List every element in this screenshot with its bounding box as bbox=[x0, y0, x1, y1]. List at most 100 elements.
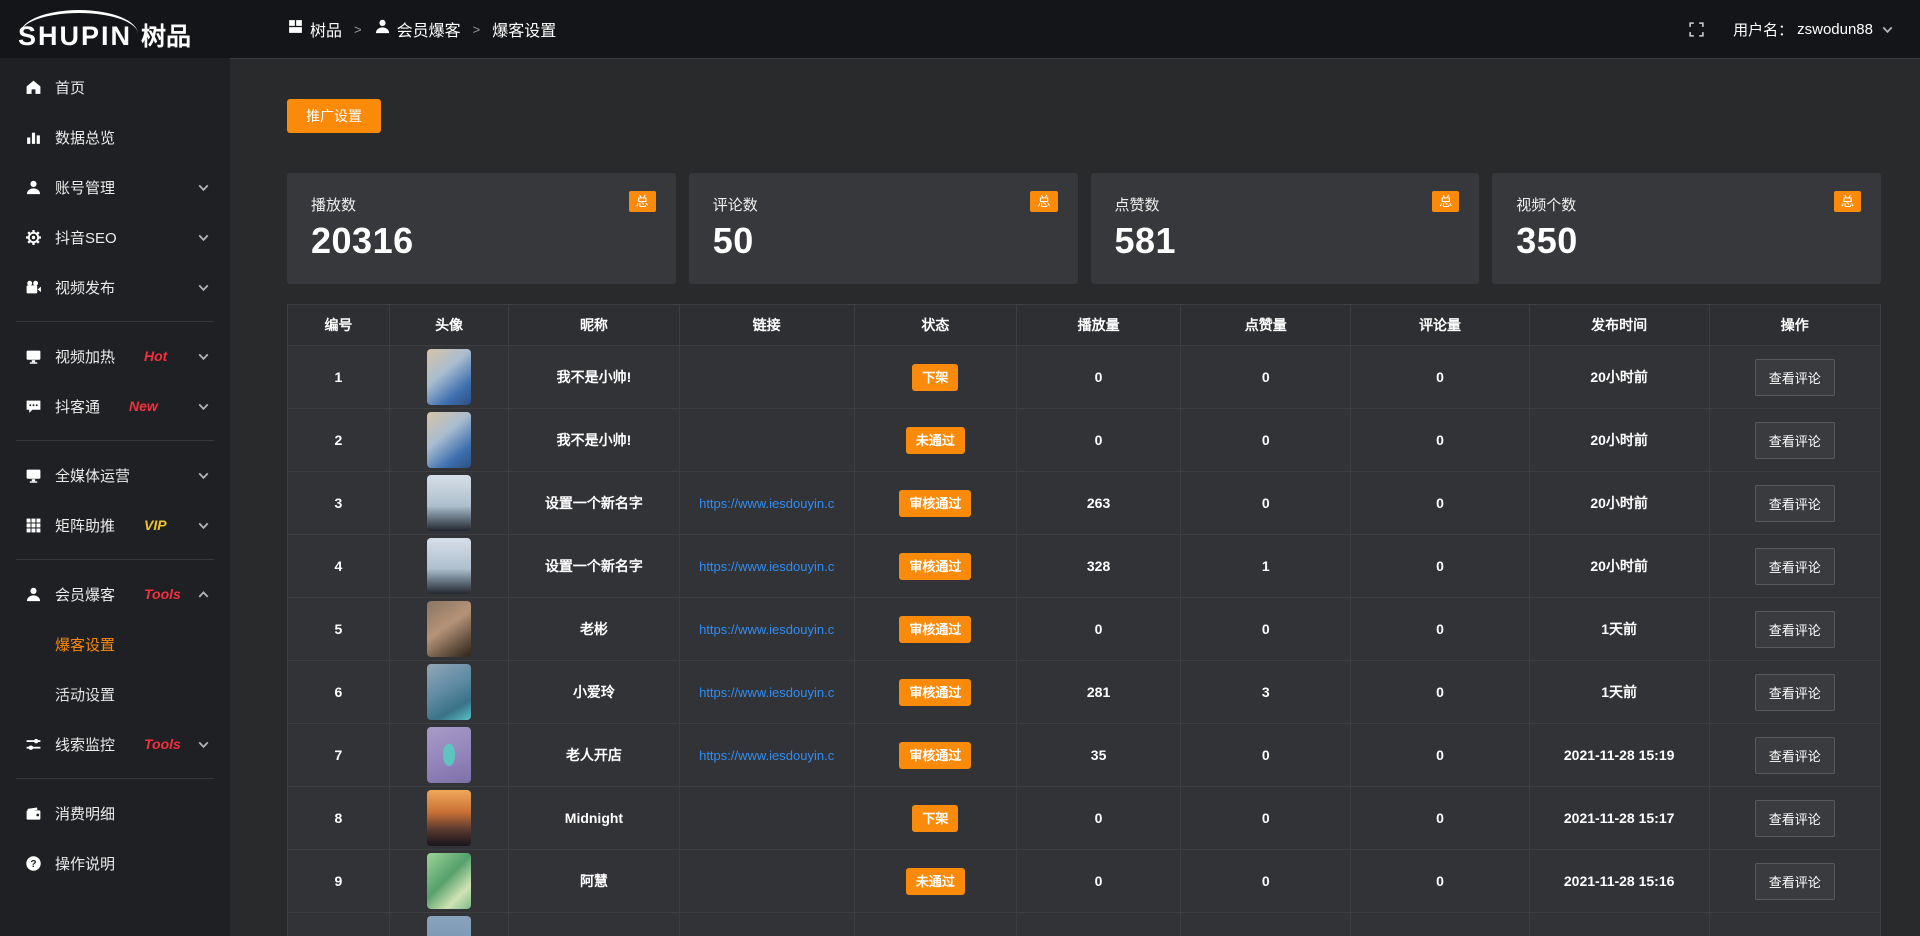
chevron-down-icon bbox=[195, 279, 212, 296]
sidebar-item[interactable]: 全媒体运营 bbox=[0, 450, 230, 500]
video-link[interactable]: https://www.iesdouyin.c bbox=[699, 495, 835, 511]
view-comments-button[interactable]: 查看评论 bbox=[1754, 610, 1835, 648]
cell-link: https://www.iesdouyin.c bbox=[680, 661, 855, 723]
sidebar-item-label: 消费明细 bbox=[55, 805, 116, 823]
top-bar: SHUPIN 树品 树品 > 会员爆客 > 爆客设置 用户名： zswodun88 bbox=[0, 0, 1920, 58]
cell-time: 2021-11-28 15:17 bbox=[1530, 787, 1710, 849]
breadcrumb-separator: > bbox=[472, 21, 481, 37]
cell-id: 7 bbox=[288, 724, 390, 786]
cell-avatar bbox=[390, 661, 510, 723]
sidebar-item[interactable]: 抖音SEO bbox=[0, 212, 230, 262]
cell-plays bbox=[1017, 913, 1182, 936]
video-link[interactable]: https://www.iesdouyin.c bbox=[699, 621, 835, 637]
cell-time: 20小时前 bbox=[1530, 535, 1710, 597]
gear-icon bbox=[24, 229, 42, 246]
cell-nickname: 老人开店 bbox=[509, 724, 680, 786]
sidebar-divider bbox=[16, 321, 214, 322]
status-badge: 未通过 bbox=[905, 867, 965, 895]
cell-link bbox=[680, 913, 855, 936]
cell-likes: 1 bbox=[1181, 535, 1352, 597]
video-camera-icon bbox=[24, 279, 42, 296]
stat-value: 581 bbox=[1114, 220, 1177, 261]
chevron-down-icon bbox=[195, 736, 212, 753]
promo-settings-button[interactable]: 推广设置 bbox=[287, 99, 381, 133]
logo-arc bbox=[20, 10, 138, 34]
cell-comments: 0 bbox=[1351, 661, 1530, 723]
video-link[interactable]: https://www.iesdouyin.c bbox=[699, 684, 835, 700]
cell-time: 20小时前 bbox=[1530, 409, 1710, 471]
view-comments-button[interactable]: 查看评论 bbox=[1754, 673, 1835, 711]
sidebar-item[interactable]: 矩阵助推 VIP bbox=[0, 500, 230, 550]
cell-plays: 0 bbox=[1017, 850, 1182, 912]
sidebar-item[interactable]: 消费明细 bbox=[0, 788, 230, 838]
sidebar-subitem[interactable]: 活动设置 bbox=[55, 686, 116, 704]
user-icon bbox=[24, 586, 42, 603]
cell-nickname: 阿慧 bbox=[509, 850, 680, 912]
cell-plays: 263 bbox=[1017, 472, 1182, 534]
table-header: 编号 头像 昵称 链接 状态 播放量 点赞量 评论量 发布时间 操作 bbox=[288, 305, 1880, 345]
table-row: 3 设置一个新名字 https://www.iesdouyin.c 审核通过 263 0 0… bbox=[288, 471, 1880, 534]
total-badge: 总 bbox=[628, 191, 656, 212]
avatar bbox=[427, 916, 472, 936]
video-link[interactable]: https://www.iesdouyin.c bbox=[699, 747, 835, 763]
sidebar-item[interactable]: 首页 bbox=[0, 62, 230, 112]
sidebar-item[interactable]: 抖客通 New bbox=[0, 381, 230, 431]
user-menu[interactable]: 用户名： zswodun88 bbox=[1733, 19, 1896, 40]
breadcrumb-item[interactable]: 树品 bbox=[287, 17, 342, 41]
video-link[interactable]: https://www.iesdouyin.c bbox=[699, 558, 835, 574]
sidebar-item-label: 抖音SEO bbox=[55, 229, 117, 247]
breadcrumb-label: 树品 bbox=[310, 23, 343, 40]
cell-status: 审核通过 bbox=[855, 724, 1018, 786]
view-comments-button[interactable]: 查看评论 bbox=[1754, 547, 1835, 585]
sidebar-item[interactable]: 数据总览 bbox=[0, 112, 230, 162]
cell-likes: 3 bbox=[1181, 661, 1352, 723]
cell-comments: 0 bbox=[1351, 598, 1530, 660]
status-badge: 审核通过 bbox=[899, 552, 972, 580]
sidebar-item[interactable]: ? 操作说明 bbox=[0, 838, 230, 888]
cell-status: 审核通过 bbox=[855, 472, 1018, 534]
cell-likes: 0 bbox=[1181, 850, 1352, 912]
sidebar-item-label: 会员爆客 bbox=[55, 586, 116, 604]
breadcrumb-item[interactable]: 会员爆客 bbox=[374, 17, 461, 41]
view-comments-button[interactable]: 查看评论 bbox=[1754, 421, 1835, 459]
sidebar: 首页 数据总览账号管理抖音SEO 视频发布视频加热 Hot 抖客通 New 全媒体运营 矩阵助… bbox=[0, 58, 230, 936]
cell-plays: 0 bbox=[1017, 598, 1182, 660]
cell-id: 5 bbox=[288, 598, 390, 660]
cell-action: 查看评论 bbox=[1710, 787, 1880, 849]
cell-id: 4 bbox=[288, 535, 390, 597]
view-comments-button[interactable]: 查看评论 bbox=[1754, 799, 1835, 837]
sidebar-divider bbox=[16, 440, 214, 441]
cell-likes: 0 bbox=[1181, 598, 1352, 660]
table-row: 9 阿慧 未通过 0 0 0 2021-11-28 15:16 查看评论 bbox=[288, 849, 1880, 912]
sidebar-item-label: 账号管理 bbox=[55, 179, 116, 197]
table-row: 5 老彬 https://www.iesdouyin.c 审核通过 0 0 0 1天前 查看评论 bbox=[288, 597, 1880, 660]
sidebar-subitem[interactable]: 爆客设置 bbox=[55, 636, 116, 654]
view-comments-button[interactable]: 查看评论 bbox=[1754, 862, 1835, 900]
view-comments-button[interactable]: 查看评论 bbox=[1754, 736, 1835, 774]
sidebar-item[interactable]: 线索监控 Tools bbox=[0, 719, 230, 769]
accounts-table: 编号 头像 昵称 链接 状态 播放量 点赞量 评论量 发布时间 操作 1 我不是小帅! 下架 0 0 0 20… bbox=[287, 304, 1881, 936]
breadcrumb: 树品 > 会员爆客 > 爆客设置 bbox=[287, 17, 556, 41]
table-header-cell: 评论量 bbox=[1351, 305, 1530, 345]
chevron-down-icon bbox=[1879, 21, 1896, 38]
fullscreen-icon[interactable] bbox=[1688, 21, 1705, 38]
cell-status: 未通过 bbox=[855, 850, 1018, 912]
sidebar-item[interactable]: 会员爆客 Tools bbox=[0, 569, 230, 619]
sidebar-divider bbox=[16, 559, 214, 560]
sidebar-item[interactable]: 账号管理 bbox=[0, 162, 230, 212]
stat-label: 视频个数 bbox=[1516, 197, 1577, 214]
view-comments-button[interactable]: 查看评论 bbox=[1754, 484, 1835, 522]
cell-avatar bbox=[390, 472, 510, 534]
stat-value: 20316 bbox=[311, 220, 414, 261]
view-comments-button[interactable]: 查看评论 bbox=[1754, 358, 1835, 396]
monitor-icon bbox=[24, 348, 42, 365]
monitor-icon bbox=[24, 467, 42, 484]
cell-action: 查看评论 bbox=[1710, 598, 1880, 660]
avatar bbox=[427, 412, 472, 468]
cell-link bbox=[680, 850, 855, 912]
cell-action: 查看评论 bbox=[1710, 346, 1880, 408]
cell-plays: 0 bbox=[1017, 409, 1182, 471]
sidebar-item[interactable]: 视频加热 Hot bbox=[0, 331, 230, 381]
status-badge: 下架 bbox=[912, 363, 959, 391]
sidebar-item[interactable]: 视频发布 bbox=[0, 262, 230, 312]
